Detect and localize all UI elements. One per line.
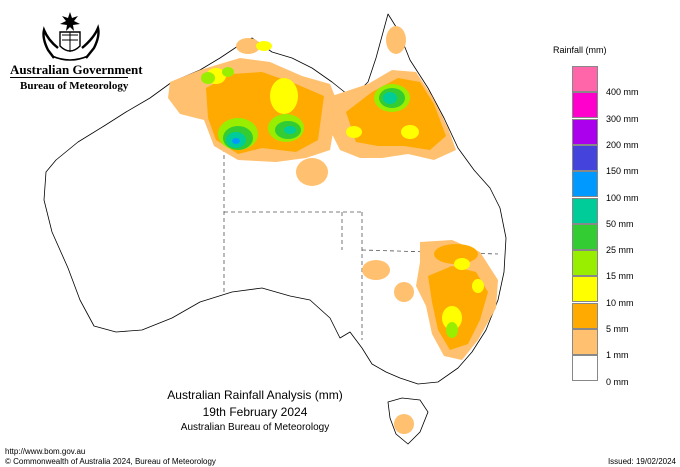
legend-title: Rainfall (mm): [553, 45, 607, 55]
legend-swatch: [572, 329, 598, 355]
rainfall-100mm: [232, 138, 240, 144]
bureau-name: Bureau of Meteorology: [20, 80, 129, 92]
legend-swatch: [572, 144, 598, 171]
legend-swatch: [572, 171, 598, 198]
header-divider: [10, 77, 128, 78]
legend-swatch: [572, 302, 598, 329]
coat-of-arms-logo: [42, 12, 100, 61]
legend-label: 100 mm: [606, 192, 639, 203]
legend-swatch: [572, 355, 598, 382]
legend-label: 50 mm: [606, 218, 634, 229]
legend-swatch: [572, 118, 598, 145]
legend-label: 400 mm: [606, 87, 639, 98]
legend-label: 200 mm: [606, 139, 639, 150]
legend-label: 15 mm: [606, 271, 634, 282]
copyright-notice: © Commonwealth of Australia 2024, Bureau…: [5, 457, 216, 466]
legend-label: 150 mm: [606, 166, 639, 177]
legend-swatch: [572, 66, 598, 92]
legend-swatch: [572, 92, 598, 119]
map-date: 19th February 2024: [202, 405, 308, 419]
rainfall-map: [43, 13, 507, 445]
legend-swatch: [572, 223, 598, 250]
legend-label: 5 mm: [606, 324, 629, 334]
legend-label: 10 mm: [606, 297, 634, 308]
legend-label: 0 mm: [606, 376, 629, 387]
legend-swatch: [572, 276, 598, 303]
map-title: Australian Rainfall Analysis (mm): [167, 388, 343, 402]
legend-swatch: [572, 250, 598, 277]
legend-swatch: [572, 197, 598, 224]
website-url[interactable]: http://www.bom.gov.au: [5, 447, 86, 456]
legend-label: 25 mm: [606, 245, 634, 256]
government-name: Australian Government: [10, 62, 143, 77]
issued-date: Issued: 19/02/2024: [607, 457, 676, 466]
legend-label: 1 mm: [606, 350, 629, 361]
legend-label: 300 mm: [606, 113, 639, 124]
map-source: Australian Bureau of Meteorology: [180, 422, 330, 433]
